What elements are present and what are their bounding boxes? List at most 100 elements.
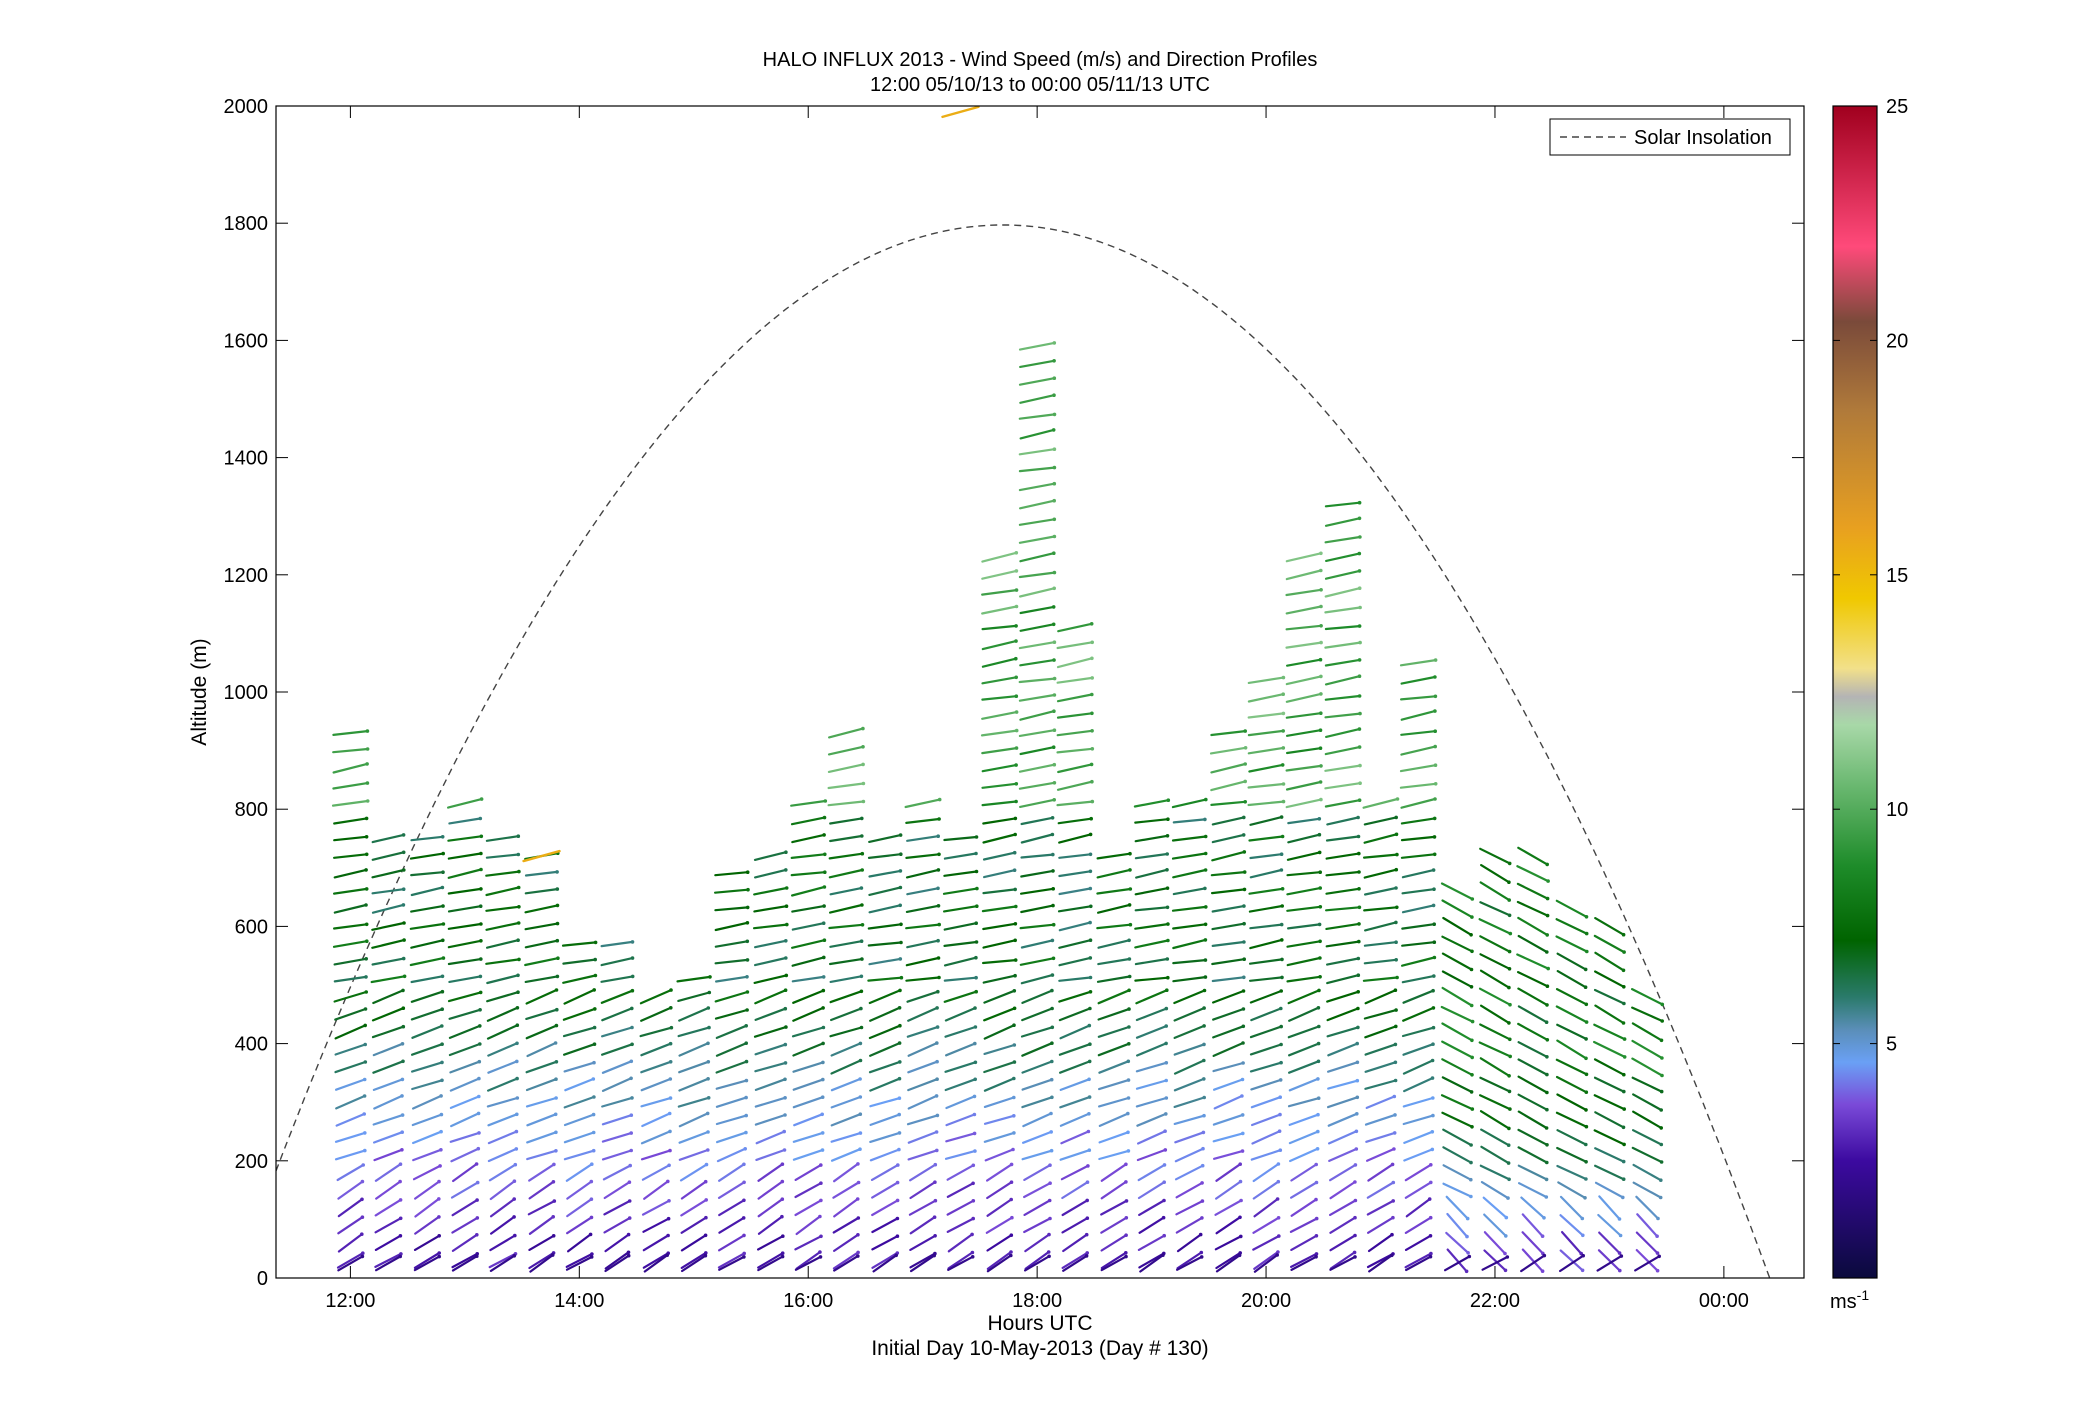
wind-vector-head: [1430, 1076, 1435, 1080]
wind-vector: [792, 1006, 825, 1022]
wind-vector-head: [1240, 1113, 1245, 1117]
wind-vector: [1404, 1252, 1433, 1269]
wind-vector: [791, 922, 825, 931]
wind-vector-head: [1126, 1111, 1130, 1116]
wind-vector: [1212, 1132, 1244, 1143]
wind-vector-head: [861, 799, 866, 804]
wind-vector: [562, 974, 597, 984]
wind-vector-head: [1621, 932, 1626, 937]
wind-vector: [410, 886, 444, 897]
wind-vector: [986, 1181, 1013, 1200]
wind-vector: [868, 989, 902, 1005]
wind-vector-head: [1319, 604, 1323, 609]
wind-vector: [1593, 1023, 1626, 1041]
wind-vector-head: [1545, 950, 1549, 954]
wind-vector: [1018, 641, 1056, 650]
wind-vector: [1021, 1042, 1054, 1057]
wind-vector: [1593, 1058, 1625, 1076]
wind-vector-head: [589, 1179, 594, 1184]
wind-vector-head: [898, 885, 903, 890]
wind-vector: [563, 1061, 596, 1073]
wind-vector-head: [1584, 915, 1589, 919]
wind-vector-head: [1164, 1024, 1168, 1028]
wind-vector: [1446, 1212, 1469, 1238]
wind-vector: [1247, 800, 1285, 807]
wind-vector: [1056, 729, 1094, 737]
wind-vector: [828, 868, 864, 879]
wind-vector-head: [1503, 1268, 1508, 1273]
wind-vector-head: [1165, 988, 1169, 992]
wind-vector-head: [1619, 1254, 1624, 1258]
wind-vector-head: [668, 1129, 672, 1134]
wind-vector: [374, 1198, 402, 1217]
x-tick-label: 16:00: [783, 1290, 833, 1312]
wind-vector-head: [898, 1023, 902, 1028]
wind-vector: [985, 1163, 1013, 1182]
wind-vector: [335, 1112, 366, 1127]
wind-vector-head: [1050, 1025, 1055, 1030]
wind-vector-head: [593, 940, 598, 945]
wind-vector: [562, 1026, 596, 1038]
wind-vector: [566, 1198, 593, 1218]
wind-vector: [1252, 1180, 1280, 1200]
wind-vector: [1287, 1042, 1320, 1057]
wind-vector: [1363, 833, 1398, 844]
wind-vector-head: [401, 988, 405, 993]
wind-vector: [981, 569, 1018, 580]
wind-vector: [1096, 868, 1132, 879]
wind-vector: [1213, 1094, 1244, 1110]
wind-vector: [562, 958, 597, 965]
wind-vector-head: [1200, 1181, 1204, 1185]
colorbar-unit-exp: -1: [1857, 1287, 1870, 1303]
wind-vector-head: [1659, 1160, 1664, 1164]
wind-vector: [1019, 552, 1055, 563]
wind-vector: [1285, 675, 1323, 686]
wind-vector: [604, 1233, 630, 1253]
wind-vector-head: [479, 887, 483, 891]
wind-vector: [1517, 1164, 1548, 1181]
wind-vector: [1061, 1217, 1089, 1234]
wind-vector-head: [479, 957, 483, 961]
wind-vector-head: [554, 1096, 558, 1100]
wind-vector-head: [1318, 886, 1322, 890]
wind-vector-head: [970, 1232, 974, 1237]
wind-vector: [828, 903, 864, 914]
wind-vector: [600, 956, 634, 967]
wind-vector-head: [439, 1094, 443, 1098]
wind-vector: [642, 1234, 670, 1252]
wind-vector: [791, 956, 825, 967]
wind-vector-head: [1126, 1059, 1131, 1064]
wind-vector-head: [1353, 1180, 1357, 1184]
wind-vector-head: [516, 990, 520, 994]
wind-vector-head: [1622, 1107, 1626, 1111]
wind-vector-head: [1585, 949, 1589, 954]
wind-vector: [943, 990, 978, 1003]
wind-vector-head: [513, 1162, 518, 1167]
wind-vector-head: [1088, 1042, 1092, 1046]
wind-vector-head: [1621, 1159, 1626, 1164]
wind-vector: [640, 1006, 672, 1022]
wind-vector-head: [1009, 1253, 1013, 1258]
wind-vector: [1480, 1128, 1510, 1147]
wind-vector-highlight: [522, 849, 561, 863]
wind-vector: [409, 922, 445, 930]
wind-vector: [1175, 1199, 1204, 1216]
wind-vector-head: [556, 956, 560, 960]
wind-vector-head: [1505, 1255, 1510, 1259]
wind-vector: [1400, 745, 1437, 756]
wind-vector: [754, 1096, 787, 1108]
wind-vector-head: [1353, 1163, 1358, 1167]
wind-vector-head: [933, 1198, 938, 1203]
wind-vector: [375, 1180, 402, 1200]
wind-vector: [524, 957, 560, 967]
wind-vector-head: [1618, 1268, 1622, 1273]
wind-vector-head: [1165, 834, 1170, 838]
wind-vector: [1364, 989, 1397, 1005]
wind-vector-head: [1052, 447, 1057, 452]
wind-vector: [413, 1251, 441, 1269]
wind-vector: [905, 868, 940, 879]
wind-vector-head: [1014, 639, 1018, 643]
wind-vector: [1480, 1180, 1510, 1200]
wind-vector-head: [589, 1197, 594, 1201]
wind-vector-head: [554, 1149, 558, 1153]
